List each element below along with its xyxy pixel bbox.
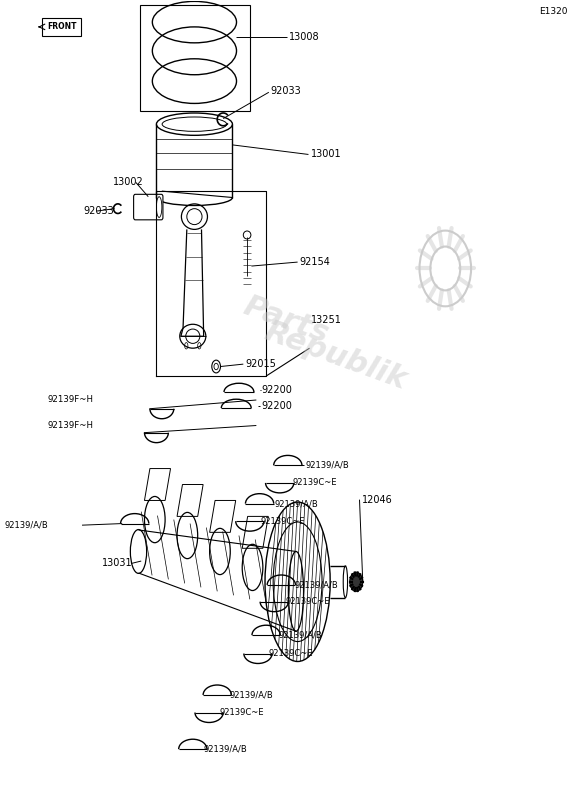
- Text: 13251: 13251: [310, 315, 342, 326]
- Text: 13002: 13002: [113, 178, 144, 187]
- Text: 92139/A/B: 92139/A/B: [4, 521, 48, 530]
- Text: 92139/A/B: 92139/A/B: [274, 499, 318, 508]
- Text: 92015: 92015: [245, 359, 276, 369]
- Text: 92200: 92200: [262, 386, 293, 395]
- Text: 92139C~E: 92139C~E: [220, 708, 264, 717]
- Text: 92033: 92033: [83, 206, 114, 216]
- Text: 92139C~E: 92139C~E: [261, 517, 305, 526]
- Text: 92200: 92200: [262, 402, 293, 411]
- Text: 92139C~E: 92139C~E: [292, 478, 336, 487]
- Text: 12046: 12046: [362, 494, 392, 505]
- Text: 92139/A/B: 92139/A/B: [278, 630, 322, 640]
- Ellipse shape: [350, 572, 363, 591]
- FancyBboxPatch shape: [134, 194, 163, 220]
- Text: E1320: E1320: [539, 7, 567, 16]
- Text: FRONT: FRONT: [47, 22, 77, 31]
- Text: 92139/A/B: 92139/A/B: [294, 581, 338, 590]
- Text: 13001: 13001: [310, 150, 341, 159]
- Text: 92139C~E: 92139C~E: [285, 597, 329, 606]
- Text: 92139F~H: 92139F~H: [48, 395, 94, 405]
- Text: 13008: 13008: [289, 32, 320, 42]
- Text: 92139F~H: 92139F~H: [48, 421, 94, 430]
- Text: 92154: 92154: [300, 257, 331, 267]
- Text: 92139/A/B: 92139/A/B: [204, 745, 248, 754]
- Text: 92139C~E: 92139C~E: [269, 649, 313, 658]
- Text: 92139/A/B: 92139/A/B: [305, 461, 349, 470]
- Text: 13031: 13031: [102, 558, 133, 569]
- Text: Parts: Parts: [239, 291, 332, 349]
- Text: 92139/A/B: 92139/A/B: [229, 690, 273, 699]
- Text: Republik: Republik: [261, 317, 411, 395]
- Text: 92033: 92033: [271, 86, 301, 97]
- FancyBboxPatch shape: [42, 18, 81, 36]
